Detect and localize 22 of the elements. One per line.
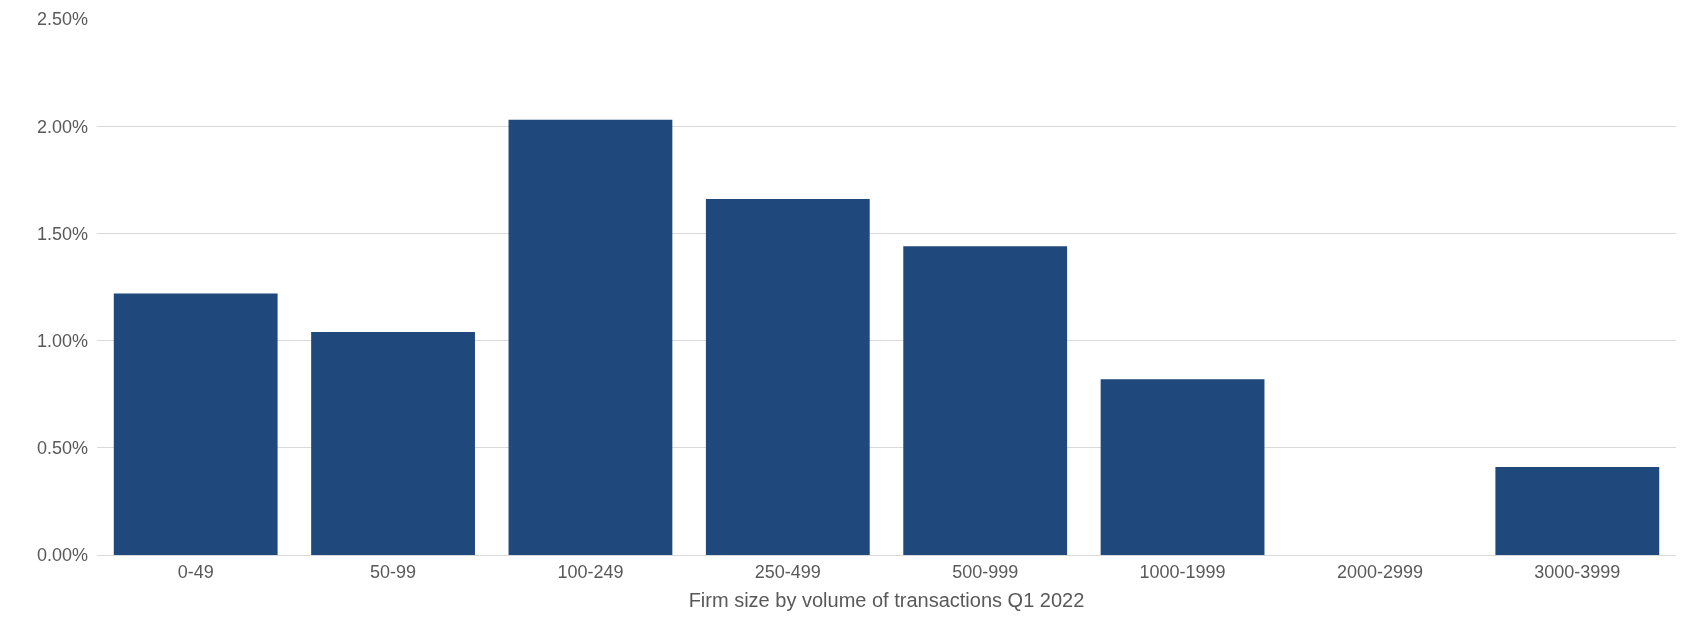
x-tick-label: 2000-2999 <box>1336 561 1423 582</box>
x-tick-label: 500-999 <box>952 561 1019 582</box>
bar <box>903 246 1068 555</box>
x-tick-label: 3000-3999 <box>1534 561 1621 582</box>
x-axis-title: Firm size by volume of transactions Q1 2022 <box>688 589 1085 612</box>
bar <box>1100 379 1265 555</box>
bar <box>508 119 673 555</box>
y-tick-label: 0.50% <box>36 438 88 459</box>
x-tick-label: 50-99 <box>370 561 417 582</box>
bar <box>705 199 870 555</box>
y-tick-label: 1.00% <box>36 330 88 351</box>
y-tick-label: 2.00% <box>36 116 88 137</box>
bar <box>1495 467 1660 555</box>
y-tick-label: 1.50% <box>36 223 88 244</box>
bar <box>113 293 278 555</box>
bar <box>311 332 475 555</box>
x-tick-label: 100-249 <box>557 561 624 582</box>
y-tick-label: 2.50% <box>36 9 88 30</box>
x-tick-label: 0-49 <box>177 561 214 582</box>
y-tick-label: 0.00% <box>36 545 88 566</box>
x-tick-label: 1000-1999 <box>1139 561 1226 582</box>
x-tick-label: 250-499 <box>754 561 821 582</box>
